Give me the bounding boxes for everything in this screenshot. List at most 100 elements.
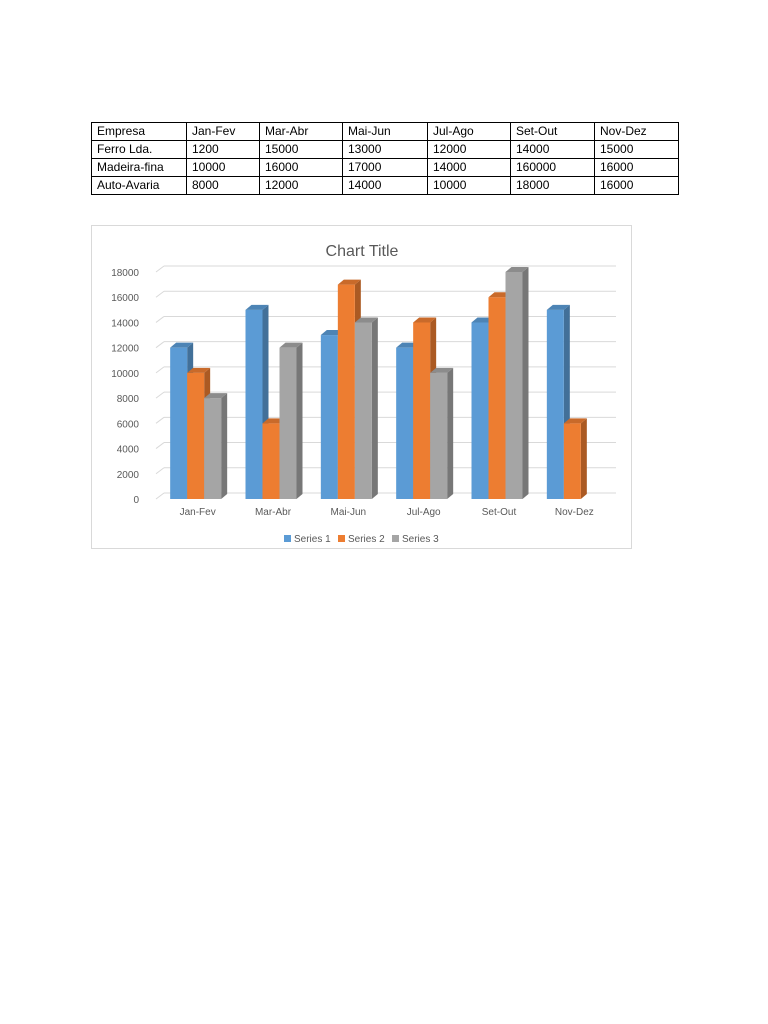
table-cell: 8000 bbox=[186, 176, 260, 195]
table-cell: 16000 bbox=[259, 158, 343, 177]
table-cell: 160000 bbox=[510, 158, 595, 177]
table-cell: 13000 bbox=[342, 140, 428, 159]
gridline bbox=[155, 290, 165, 298]
legend-swatch bbox=[338, 535, 345, 542]
gridline bbox=[155, 316, 165, 323]
gridline bbox=[155, 442, 165, 449]
bar-top bbox=[170, 342, 194, 348]
chart-title: Chart Title bbox=[326, 243, 399, 260]
bar-series-3-mar-abr bbox=[279, 342, 303, 499]
y-tick-label: 2000 bbox=[117, 470, 140, 481]
chart-area: Chart Title 0 2000 4000 6000 8000 10000 12000 1… bbox=[91, 225, 632, 549]
bar-front bbox=[245, 309, 263, 499]
table-cell: Ferro Lda. bbox=[91, 140, 187, 159]
bar-front bbox=[170, 347, 188, 499]
bar-top bbox=[354, 317, 378, 323]
table-cell: 16000 bbox=[594, 176, 679, 195]
y-tick-label: 14000 bbox=[111, 318, 139, 329]
y-tick-label: 18000 bbox=[111, 268, 139, 279]
table-header-cell: Mar-Abr bbox=[259, 122, 343, 141]
bar-series-3-set-out bbox=[505, 267, 529, 499]
legend-swatch bbox=[392, 535, 399, 542]
bar-top bbox=[204, 393, 228, 399]
legend-swatch bbox=[284, 535, 291, 542]
x-tick-label: Jan-Fev bbox=[180, 507, 216, 518]
y-tick-label: 8000 bbox=[117, 394, 140, 405]
table-cell: 14000 bbox=[510, 140, 595, 159]
table-cell: 15000 bbox=[259, 140, 343, 159]
table-cell: 10000 bbox=[186, 158, 260, 177]
bar-front bbox=[279, 347, 297, 499]
x-tick-label: Set-Out bbox=[482, 507, 517, 518]
gridline bbox=[155, 467, 165, 475]
y-tick-label: 4000 bbox=[117, 445, 140, 456]
bar-front bbox=[187, 372, 205, 499]
table-header-cell: Set-Out bbox=[510, 122, 595, 141]
gridline bbox=[155, 391, 165, 399]
gridline bbox=[155, 265, 165, 273]
bar-front bbox=[337, 284, 355, 499]
bar-top bbox=[245, 304, 269, 310]
table-row: Madeira-fina 10000 16000 17000 14000 160000 16… bbox=[91, 158, 679, 177]
table-cell: 12000 bbox=[427, 140, 511, 159]
table-row: Auto-Avaria 8000 12000 14000 10000 18000 16000 bbox=[91, 176, 679, 195]
table-header-cell: Nov-Dez bbox=[594, 122, 679, 141]
bar-series-2-nov-dez bbox=[563, 418, 587, 499]
table-header-cell: Jul-Ago bbox=[427, 122, 511, 141]
data-table: Empresa Jan-Fev Mar-Abr Mai-Jun Jul-Ago Set-O… bbox=[91, 122, 679, 195]
gridline bbox=[155, 416, 165, 424]
x-tick-label: Mai-Jun bbox=[331, 507, 367, 518]
bar-top bbox=[413, 317, 437, 323]
x-tick-label: Mar-Abr bbox=[255, 507, 292, 518]
gridline bbox=[155, 341, 165, 349]
table-cell: 14000 bbox=[342, 176, 428, 195]
bar-top bbox=[279, 342, 303, 348]
table-cell: 10000 bbox=[427, 176, 511, 195]
bar-front bbox=[413, 322, 431, 499]
y-tick-label: 10000 bbox=[111, 369, 139, 380]
bar-top bbox=[430, 367, 454, 373]
bar-series-3-mai-jun bbox=[354, 317, 378, 499]
x-tick-label: Jul-Ago bbox=[407, 507, 441, 518]
bar-front bbox=[563, 423, 581, 499]
bar-top bbox=[546, 304, 570, 310]
table-cell: 15000 bbox=[594, 140, 679, 159]
table-cell: 14000 bbox=[427, 158, 511, 177]
bar-top bbox=[563, 418, 587, 424]
table-cell: 18000 bbox=[510, 176, 595, 195]
bar-front bbox=[471, 322, 489, 499]
bar-top bbox=[337, 279, 361, 285]
gridline bbox=[155, 492, 165, 500]
gridline bbox=[155, 366, 165, 374]
y-tick-label: 0 bbox=[133, 495, 139, 506]
table-header-cell: Mai-Jun bbox=[342, 122, 428, 141]
bar-side bbox=[447, 367, 454, 499]
bar-side bbox=[580, 418, 587, 499]
bar-series-3-jan-fev bbox=[204, 393, 228, 499]
table-header-row: Empresa Jan-Fev Mar-Abr Mai-Jun Jul-Ago Set-O… bbox=[91, 122, 679, 141]
bar-side bbox=[296, 342, 303, 499]
table-row: Ferro Lda. 1200 15000 13000 12000 14000 15000 bbox=[91, 140, 679, 159]
bar-front bbox=[488, 297, 506, 499]
table-cell: 12000 bbox=[259, 176, 343, 195]
legend-label: Series 2 bbox=[348, 534, 385, 545]
bar-front bbox=[505, 272, 523, 499]
bar-front bbox=[546, 309, 564, 499]
bar-side bbox=[371, 317, 378, 499]
bar-front bbox=[354, 322, 372, 499]
bar-top bbox=[187, 367, 211, 373]
y-tick-label: 6000 bbox=[117, 419, 140, 430]
table-cell: 1200 bbox=[186, 140, 260, 159]
legend-label: Series 3 bbox=[402, 534, 439, 545]
bar-front bbox=[396, 347, 414, 499]
table-cell: 17000 bbox=[342, 158, 428, 177]
table-header-cell: Empresa bbox=[91, 122, 187, 141]
chart-svg: Chart Title 0 2000 4000 6000 8000 10000 12000 1… bbox=[111, 243, 616, 545]
bar-top bbox=[505, 267, 529, 272]
bar-front bbox=[430, 372, 448, 499]
bar-front bbox=[262, 423, 280, 499]
table-header-cell: Jan-Fev bbox=[186, 122, 260, 141]
table-cell: Madeira-fina bbox=[91, 158, 187, 177]
legend-label: Series 1 bbox=[294, 534, 331, 545]
bar-front bbox=[320, 335, 338, 499]
